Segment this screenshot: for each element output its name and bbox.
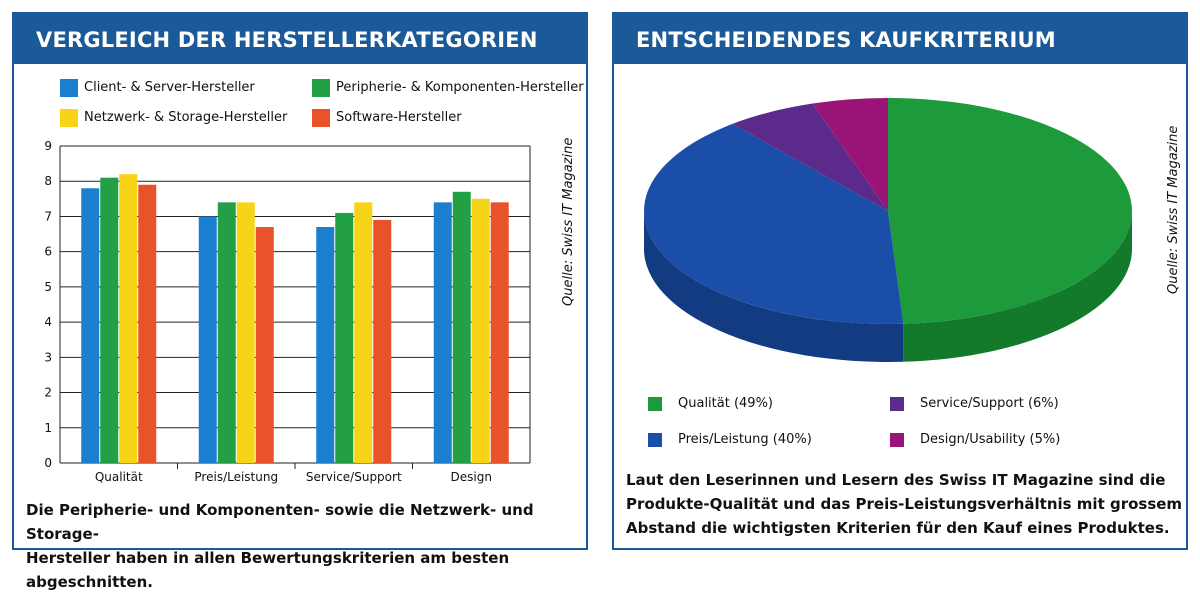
bar bbox=[119, 174, 138, 463]
bar bbox=[255, 227, 274, 463]
bar bbox=[373, 219, 392, 463]
pie-slice bbox=[644, 123, 904, 324]
pie-side-wall bbox=[644, 211, 904, 362]
legend-label: Client- & Server-Hersteller bbox=[84, 80, 255, 95]
pie-slice bbox=[732, 103, 888, 211]
pie-chart bbox=[644, 98, 1132, 362]
y-tick-label: 7 bbox=[44, 209, 52, 223]
bar bbox=[217, 202, 236, 463]
legend-swatch bbox=[648, 433, 662, 447]
chart-caption: Laut den Leserinnen und Lesern des Swiss… bbox=[626, 468, 1182, 540]
y-tick-label: 3 bbox=[44, 350, 52, 364]
y-tick-label: 1 bbox=[44, 421, 52, 435]
bar bbox=[433, 202, 452, 463]
caption-line: Laut den Leserinnen und Lesern des Swiss… bbox=[626, 471, 1166, 489]
legend-swatch bbox=[890, 433, 904, 447]
legend-swatch bbox=[648, 397, 662, 411]
y-tick-label: 0 bbox=[44, 456, 52, 470]
caption-line: Produkte-Qualität und das Preis-Leistung… bbox=[626, 495, 1183, 513]
legend-swatch bbox=[312, 109, 330, 127]
legend-label: Service/Support (6%) bbox=[920, 396, 1059, 411]
pie-slice bbox=[888, 98, 1132, 324]
legend-label: Design/Usability (5%) bbox=[920, 432, 1061, 447]
legend-swatch bbox=[312, 79, 330, 97]
legend-swatch bbox=[60, 109, 78, 127]
bar bbox=[198, 216, 217, 463]
panel-title: VERGLEICH DER HERSTELLERKATEGORIEN bbox=[14, 14, 586, 64]
y-tick-label: 9 bbox=[44, 139, 52, 153]
legend-label: Peripherie- & Komponenten-Hersteller bbox=[336, 80, 584, 95]
bar bbox=[236, 202, 255, 463]
x-tick-label: Service/Support bbox=[306, 470, 402, 484]
y-tick-label: 4 bbox=[44, 315, 52, 329]
panel-title: ENTSCHEIDENDES KAUFKRITERIUM bbox=[614, 14, 1186, 64]
y-tick-label: 8 bbox=[44, 174, 52, 188]
bar bbox=[100, 177, 119, 463]
x-tick-label: Qualität bbox=[95, 470, 143, 484]
bar bbox=[316, 227, 335, 463]
y-tick-label: 2 bbox=[44, 386, 52, 400]
purchase-criterion-panel: ENTSCHEIDENDES KAUFKRITERIUM Quelle: Swi… bbox=[612, 12, 1188, 550]
chart-caption: Die Peripherie- und Komponenten- sowie d… bbox=[26, 498, 586, 594]
legend-label: Netzwerk- & Storage-Hersteller bbox=[84, 110, 288, 125]
x-tick-label: Design bbox=[451, 470, 492, 484]
source-label: Quelle: Swiss IT Magazine bbox=[1166, 125, 1181, 294]
x-tick-label: Preis/Leistung bbox=[194, 470, 278, 484]
pie-side-wall bbox=[903, 211, 1132, 362]
source-label: Quelle: Swiss IT Magazine bbox=[561, 137, 576, 306]
bar bbox=[490, 202, 509, 463]
caption-line: Abstand die wichtigsten Kriterien für de… bbox=[626, 519, 1170, 537]
legend-swatch bbox=[60, 79, 78, 97]
y-tick-label: 6 bbox=[44, 245, 52, 259]
caption-line: Hersteller haben in allen Bewertungskrit… bbox=[26, 549, 510, 591]
legend-swatch bbox=[890, 397, 904, 411]
bar bbox=[81, 188, 100, 463]
legend-label: Qualität (49%) bbox=[678, 396, 773, 411]
bar bbox=[452, 191, 471, 464]
bar bbox=[138, 184, 157, 463]
y-tick-label: 5 bbox=[44, 280, 52, 294]
bar bbox=[335, 212, 354, 463]
pie-slice bbox=[812, 98, 888, 211]
caption-line: Die Peripherie- und Komponenten- sowie d… bbox=[26, 501, 534, 543]
bar-chart: 0 1 2 3 4 5 6 7 8 9 Qualität Preis/Leistung Service/… bbox=[44, 139, 531, 484]
legend-label: Software-Hersteller bbox=[336, 110, 462, 125]
legend-label: Preis/Leistung (40%) bbox=[678, 432, 812, 447]
bar bbox=[354, 202, 373, 463]
manufacturer-comparison-panel: VERGLEICH DER HERSTELLERKATEGORIEN Clien… bbox=[12, 12, 588, 591]
bar bbox=[471, 198, 490, 464]
